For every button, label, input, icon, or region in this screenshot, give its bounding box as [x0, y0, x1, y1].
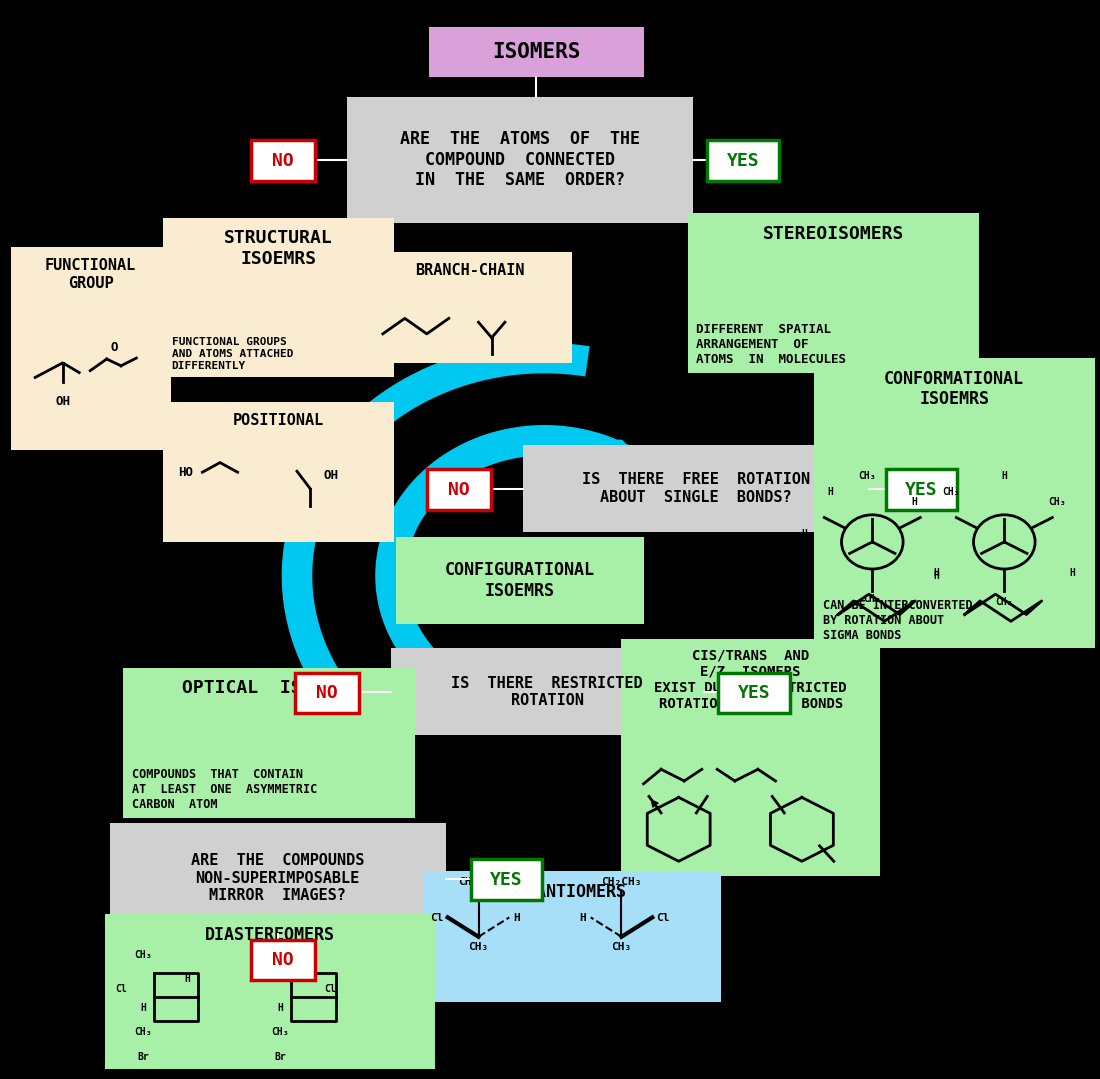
FancyBboxPatch shape [522, 446, 869, 532]
FancyBboxPatch shape [295, 672, 359, 713]
FancyBboxPatch shape [123, 668, 415, 818]
FancyBboxPatch shape [163, 218, 394, 378]
Text: Cl: Cl [116, 984, 127, 994]
FancyBboxPatch shape [886, 469, 957, 510]
Text: OPTICAL  ISOMERS: OPTICAL ISOMERS [182, 680, 356, 697]
FancyBboxPatch shape [427, 469, 491, 510]
Text: O: O [111, 341, 118, 354]
Text: OH: OH [55, 395, 70, 408]
FancyBboxPatch shape [251, 940, 315, 981]
Text: NO: NO [272, 951, 294, 969]
Text: Cl: Cl [657, 913, 670, 924]
Text: COMPOUNDS  THAT  CONTAIN
AT  LEAST  ONE  ASYMMETRIC
CARBON  ATOM: COMPOUNDS THAT CONTAIN AT LEAST ONE ASYM… [132, 768, 317, 811]
FancyBboxPatch shape [368, 251, 572, 363]
Text: CONFIGURATIONAL
ISOEMRS: CONFIGURATIONAL ISOEMRS [444, 561, 595, 600]
FancyBboxPatch shape [707, 140, 779, 181]
Text: Br: Br [138, 1052, 148, 1062]
Text: CH₃: CH₃ [858, 472, 876, 481]
Text: CH₃: CH₃ [134, 1027, 152, 1037]
Text: HO: HO [178, 466, 194, 479]
Text: YES: YES [491, 871, 522, 889]
Text: CH₂CH₃: CH₂CH₃ [602, 877, 641, 887]
Text: CH₃: CH₃ [943, 488, 960, 497]
Text: DIASTEREOMERS: DIASTEREOMERS [205, 926, 334, 944]
Text: Br: Br [275, 1052, 286, 1062]
Text: H: H [580, 913, 586, 924]
FancyBboxPatch shape [11, 247, 170, 450]
FancyBboxPatch shape [396, 537, 644, 624]
Text: H: H [933, 568, 939, 577]
Text: CIS/TRANS  AND
E/Z  ISOMERS
EXIST DUE TO RESTRICTED
ROTATION  ABOUT  BONDS: CIS/TRANS AND E/Z ISOMERS EXIST DUE TO R… [654, 648, 847, 711]
Text: YES: YES [905, 480, 937, 498]
Text: Cl: Cl [324, 984, 336, 994]
Text: CH₃: CH₃ [1048, 497, 1066, 507]
Text: Cl: Cl [430, 913, 443, 924]
Text: H: H [255, 974, 262, 984]
FancyBboxPatch shape [110, 822, 446, 933]
Text: CAN BE INTERCONVERTED
BY ROTATION ABOUT
SIGMA BONDS: CAN BE INTERCONVERTED BY ROTATION ABOUT … [823, 599, 972, 642]
Text: DIFFERENT  SPATIAL
ARRANGEMENT  OF
ATOMS  IN  MOLECULES: DIFFERENT SPATIAL ARRANGEMENT OF ATOMS I… [696, 323, 846, 366]
Text: CONFORMATIONAL
ISOEMRS: CONFORMATIONAL ISOEMRS [884, 370, 1024, 409]
Text: H: H [801, 529, 807, 540]
Text: H: H [1069, 568, 1076, 577]
FancyBboxPatch shape [346, 97, 693, 222]
Text: CH₃: CH₃ [272, 950, 289, 960]
Text: CH₃: CH₃ [272, 1027, 289, 1037]
Text: NO: NO [272, 152, 294, 169]
Text: H: H [933, 571, 939, 581]
Text: BRANCH-CHAIN: BRANCH-CHAIN [416, 263, 525, 278]
Text: FUNCTIONAL
GROUP: FUNCTIONAL GROUP [45, 258, 136, 290]
FancyBboxPatch shape [471, 859, 542, 900]
Text: H: H [911, 497, 917, 507]
Text: YES: YES [727, 152, 759, 169]
Text: YES: YES [738, 684, 770, 701]
Text: CH₃: CH₃ [612, 942, 631, 953]
Text: CH₃: CH₃ [469, 942, 488, 953]
Text: CH₃: CH₃ [996, 597, 1013, 606]
Text: ARE  THE  COMPOUNDS
NON-SUPERIMPOSABLE
MIRROR  IMAGES?: ARE THE COMPOUNDS NON-SUPERIMPOSABLE MIR… [191, 853, 364, 903]
Text: IS  THERE  FREE  ROTATION
ABOUT  SINGLE  BONDS?: IS THERE FREE ROTATION ABOUT SINGLE BOND… [582, 473, 810, 505]
Text: H: H [1001, 472, 1008, 481]
Text: CH₃: CH₃ [134, 950, 152, 960]
Text: ARE  THE  ATOMS  OF  THE
COMPOUND  CONNECTED
IN  THE  SAME  ORDER?: ARE THE ATOMS OF THE COMPOUND CONNECTED … [399, 129, 640, 190]
Text: ISOMERS: ISOMERS [492, 42, 581, 63]
Text: CH₃: CH₃ [864, 593, 881, 604]
FancyBboxPatch shape [621, 639, 880, 876]
Text: CH₂CH₃: CH₂CH₃ [459, 877, 498, 887]
Text: H: H [277, 1003, 284, 1013]
FancyBboxPatch shape [424, 871, 720, 1001]
FancyBboxPatch shape [251, 140, 315, 181]
Text: STRUCTURAL
ISOEMRS: STRUCTURAL ISOEMRS [224, 230, 332, 269]
Text: STEREOISOMERS: STEREOISOMERS [762, 224, 904, 243]
Text: H: H [805, 571, 812, 581]
Text: OH: OH [323, 468, 339, 481]
Text: H: H [827, 488, 834, 497]
FancyBboxPatch shape [390, 648, 704, 736]
FancyBboxPatch shape [104, 915, 435, 1069]
FancyBboxPatch shape [163, 401, 394, 542]
Text: NO: NO [316, 684, 338, 701]
Text: H: H [514, 913, 520, 924]
Text: POSITIONAL: POSITIONAL [233, 413, 323, 428]
Text: FUNCTIONAL GROUPS
AND ATOMS ATTACHED
DIFFERENTLY: FUNCTIONAL GROUPS AND ATOMS ATTACHED DIF… [172, 338, 293, 370]
FancyBboxPatch shape [718, 672, 790, 713]
Text: H: H [140, 1003, 146, 1013]
Text: H: H [184, 974, 190, 984]
Text: NO: NO [448, 480, 470, 498]
FancyBboxPatch shape [688, 213, 979, 372]
FancyBboxPatch shape [814, 358, 1094, 648]
Text: IS  THERE  RESTRICTED
ROTATION: IS THERE RESTRICTED ROTATION [451, 675, 644, 708]
Text: ENANTIOMERS: ENANTIOMERS [517, 883, 627, 901]
FancyBboxPatch shape [429, 27, 644, 78]
